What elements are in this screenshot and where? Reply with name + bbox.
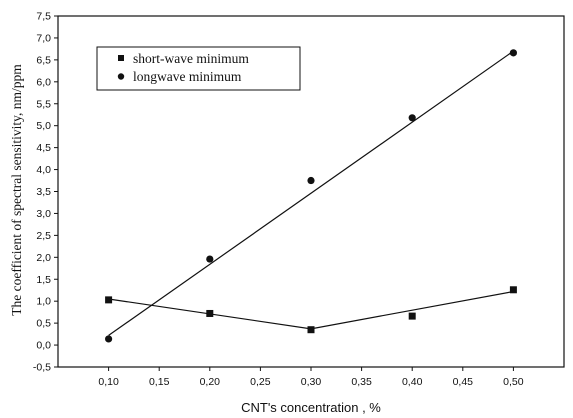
y-tick-label: 4,5 — [36, 142, 51, 154]
y-axis-ticks: -0,5 0,0 0,5 1,0 1,5 2,0 2,5 3,0 3,5 4,0 4,5 5,0 5,5… — [33, 11, 58, 374]
y-tick-label: 0,5 — [36, 318, 51, 330]
x-tick-label: 0,10 — [98, 376, 119, 388]
longwave-fit-line — [108, 50, 514, 336]
y-tick-label: -0,5 — [33, 362, 51, 374]
y-tick-label: 7,0 — [36, 32, 51, 44]
y-tick-label: 7,5 — [36, 11, 51, 23]
legend-label-longwave: longwave minimum — [133, 69, 242, 84]
y-tick-label: 3,0 — [36, 208, 51, 220]
x-axis-title: CNT's concentration , % — [241, 400, 381, 415]
short-wave-point — [307, 326, 315, 334]
short-wave-fit-line — [108, 290, 514, 330]
y-tick-label: 6,5 — [36, 54, 51, 66]
y-tick-label: 2,5 — [36, 230, 51, 242]
fit-lines — [108, 50, 514, 336]
longwave-point — [206, 255, 214, 263]
short-wave-point — [206, 309, 214, 317]
short-wave-point — [105, 296, 113, 304]
x-tick-label: 0,40 — [402, 376, 423, 388]
legend-marker-short-wave — [118, 55, 124, 61]
x-tick-label: 0,30 — [301, 376, 322, 388]
y-tick-label: 5,0 — [36, 120, 51, 132]
y-tick-label: 2,0 — [36, 252, 51, 264]
legend-marker-longwave — [117, 73, 125, 80]
data-points — [105, 49, 517, 343]
y-tick-label: 5,5 — [36, 98, 51, 110]
short-wave-point — [509, 286, 517, 294]
legend-label-short-wave: short-wave minimum — [133, 51, 249, 66]
longwave-point — [408, 114, 416, 122]
x-tick-label: 0,25 — [250, 376, 271, 388]
longwave-point — [307, 176, 315, 185]
x-tick-label: 0,50 — [503, 376, 524, 388]
x-tick-label: 0,15 — [149, 376, 170, 388]
short-wave-point — [408, 312, 416, 320]
y-tick-label: 1,5 — [36, 274, 51, 286]
y-tick-label: 3,5 — [36, 186, 51, 198]
legend: short-wave minimum longwave minimum — [96, 46, 301, 91]
y-tick-label: 1,0 — [36, 296, 51, 308]
y-axis-title: The coefficient of spectral sensitivity,… — [9, 64, 24, 316]
x-tick-label: 0,45 — [453, 376, 474, 388]
y-tick-label: 4,0 — [36, 164, 51, 176]
y-tick-label: 0,0 — [36, 340, 51, 352]
legend-box — [96, 46, 301, 91]
longwave-point — [509, 49, 517, 57]
longwave-point — [105, 335, 113, 343]
x-tick-label: 0,35 — [351, 376, 372, 388]
x-tick-label: 0,20 — [200, 376, 221, 388]
y-tick-label: 6,0 — [36, 76, 51, 88]
x-axis-ticks: 0,10 0,15 0,20 0,25 0,30 0,35 0,40 0,45 0,50 — [98, 367, 524, 388]
